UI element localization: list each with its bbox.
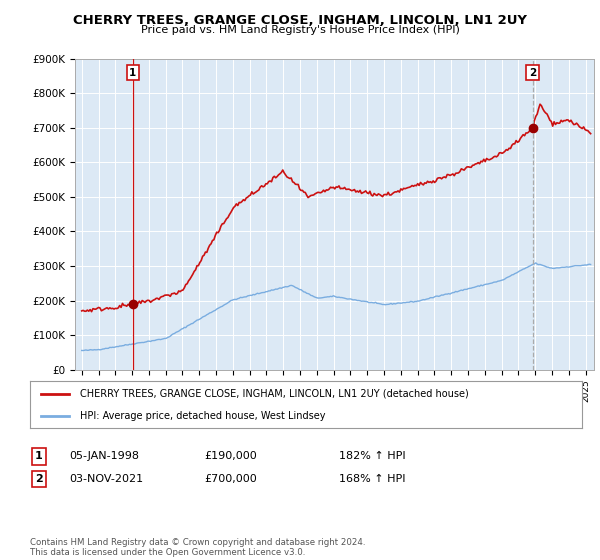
Text: 182% ↑ HPI: 182% ↑ HPI <box>339 451 406 461</box>
Text: £190,000: £190,000 <box>204 451 257 461</box>
Text: 2: 2 <box>529 68 536 78</box>
Text: Price paid vs. HM Land Registry's House Price Index (HPI): Price paid vs. HM Land Registry's House … <box>140 25 460 35</box>
Text: 03-NOV-2021: 03-NOV-2021 <box>69 474 143 484</box>
Text: 2: 2 <box>35 474 43 484</box>
Text: CHERRY TREES, GRANGE CLOSE, INGHAM, LINCOLN, LN1 2UY (detached house): CHERRY TREES, GRANGE CLOSE, INGHAM, LINC… <box>80 389 469 399</box>
Text: CHERRY TREES, GRANGE CLOSE, INGHAM, LINCOLN, LN1 2UY: CHERRY TREES, GRANGE CLOSE, INGHAM, LINC… <box>73 14 527 27</box>
Text: 1: 1 <box>35 451 43 461</box>
Text: 168% ↑ HPI: 168% ↑ HPI <box>339 474 406 484</box>
Text: 1: 1 <box>129 68 136 78</box>
Text: 05-JAN-1998: 05-JAN-1998 <box>69 451 139 461</box>
Text: HPI: Average price, detached house, West Lindsey: HPI: Average price, detached house, West… <box>80 410 325 421</box>
Text: Contains HM Land Registry data © Crown copyright and database right 2024.
This d: Contains HM Land Registry data © Crown c… <box>30 538 365 557</box>
Text: £700,000: £700,000 <box>204 474 257 484</box>
